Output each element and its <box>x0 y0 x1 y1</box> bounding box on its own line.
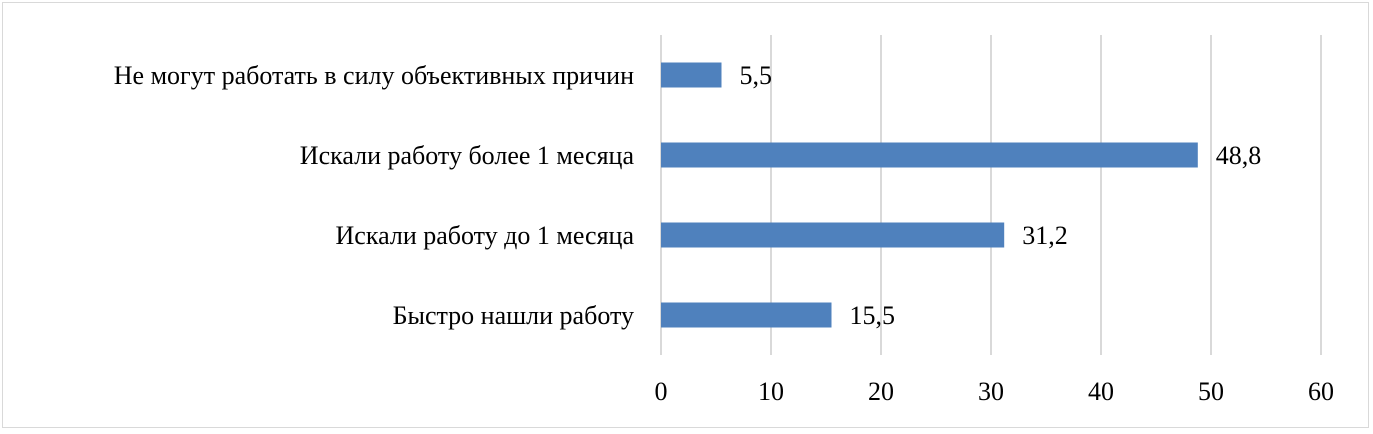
category-label: Не могут работать в силу объективных при… <box>114 61 634 90</box>
x-tick-label: 20 <box>868 377 894 406</box>
bar <box>661 62 722 88</box>
bar <box>661 302 832 328</box>
data-label: 48,8 <box>1216 141 1262 170</box>
bar <box>661 142 1198 168</box>
data-label: 5,5 <box>740 61 773 90</box>
data-label: 15,5 <box>850 301 896 330</box>
x-tick-label: 50 <box>1198 377 1224 406</box>
category-label: Искали работу до 1 месяца <box>336 221 635 250</box>
x-tick-label: 60 <box>1308 377 1334 406</box>
category-label: Быстро нашли работу <box>393 301 634 330</box>
bar <box>661 222 1005 248</box>
x-tick-label: 30 <box>978 377 1004 406</box>
x-tick-label: 0 <box>655 377 668 406</box>
x-tick-label: 40 <box>1088 377 1114 406</box>
category-label: Искали работу более 1 месяца <box>300 141 635 170</box>
x-tick-label: 10 <box>758 377 784 406</box>
data-label: 31,2 <box>1022 221 1067 250</box>
